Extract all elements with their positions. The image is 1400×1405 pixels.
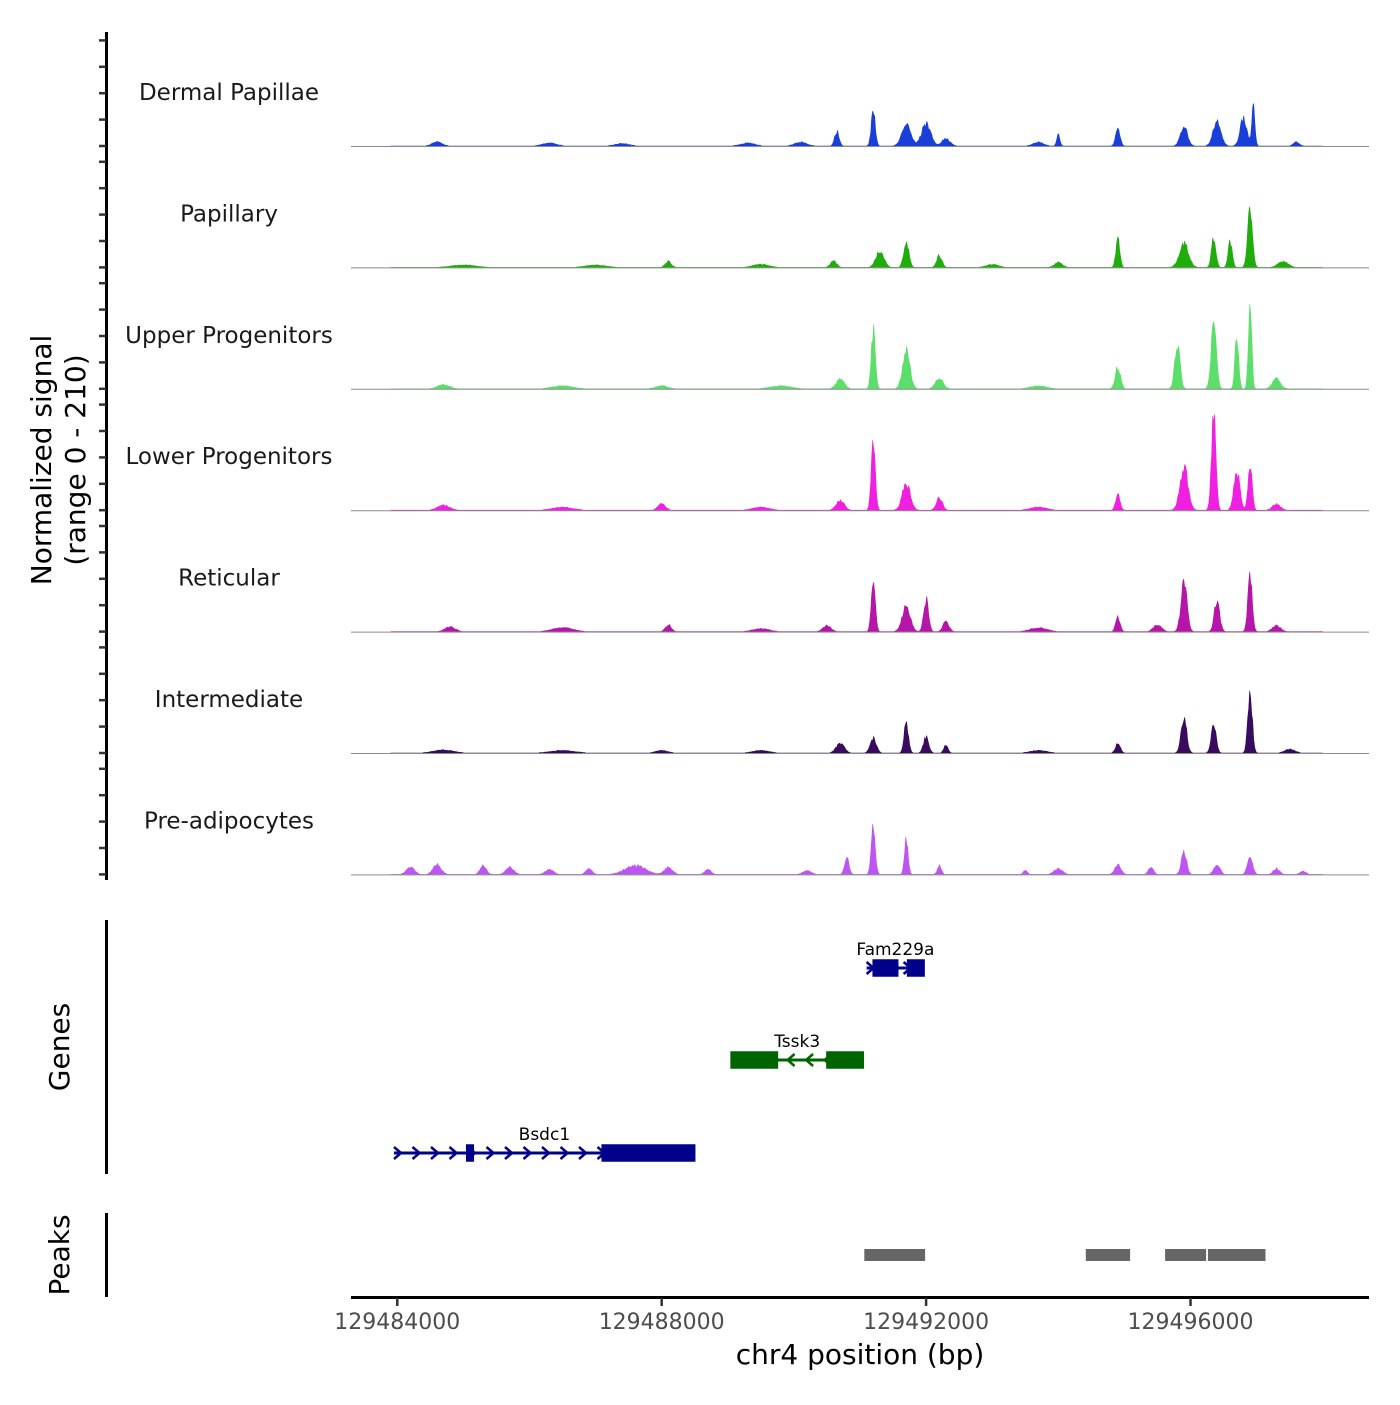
coverage-area xyxy=(390,414,1323,511)
strand-chevron xyxy=(485,1146,496,1160)
strand-chevron xyxy=(578,1146,588,1160)
track-label: Reticular xyxy=(178,566,280,592)
strand-chevron xyxy=(522,1146,533,1160)
y-axis-title-line1: Normalized signal xyxy=(25,335,58,586)
coverage-area xyxy=(390,571,1323,632)
track-label: Pre-adipocytes xyxy=(144,808,314,834)
gene-exon xyxy=(826,1051,865,1069)
peak-region xyxy=(1085,1249,1131,1261)
x-tick-label: 129492000 xyxy=(863,1310,989,1335)
gene-fam229a: Fam229a xyxy=(856,940,934,977)
genes-axis-title: Genes xyxy=(43,1003,76,1091)
track-3: Lower Progenitors xyxy=(126,414,1369,512)
coverage-area xyxy=(390,103,1323,147)
track-6: Pre-adipocytes xyxy=(144,808,1369,876)
peak-region xyxy=(864,1249,926,1261)
coverage-area xyxy=(390,823,1323,875)
coverage-area xyxy=(390,304,1323,390)
gene-exon xyxy=(601,1144,696,1162)
strand-chevron xyxy=(785,1053,796,1067)
coverage-area xyxy=(390,690,1323,754)
coverage-y-axis xyxy=(99,32,108,880)
y-axis-title-line2: (range 0 - 210) xyxy=(59,354,92,565)
gene-track: Fam229a Tssk3 Bsdc1 xyxy=(393,940,934,1162)
gene-exon xyxy=(465,1144,475,1162)
track-5: Intermediate xyxy=(155,687,1369,754)
strand-chevron xyxy=(430,1146,440,1160)
track-0: Dermal Papillae xyxy=(139,80,1369,147)
track-2: Upper Progenitors xyxy=(125,304,1369,390)
coverage-tracks: Dermal Papillae Papillary Upper Progenitor… xyxy=(125,80,1369,876)
strand-chevron xyxy=(504,1146,514,1160)
gene-tssk3: Tssk3 xyxy=(730,1032,865,1069)
gene-exon xyxy=(872,959,899,977)
gene-bsdc1: Bsdc1 xyxy=(393,1125,696,1162)
strand-chevron xyxy=(804,1053,814,1067)
strand-chevron xyxy=(393,1146,403,1160)
gene-label: Bsdc1 xyxy=(519,1125,570,1145)
track-label: Upper Progenitors xyxy=(125,323,333,349)
strand-chevron xyxy=(411,1146,422,1160)
peak-track xyxy=(864,1249,1266,1261)
track-1: Papillary xyxy=(180,201,1369,269)
strand-chevron xyxy=(541,1146,551,1160)
peak-region xyxy=(1208,1249,1266,1261)
gene-label: Fam229a xyxy=(856,940,934,960)
gene-exon xyxy=(906,959,925,977)
x-axis-ticks: 129484000 129488000 129492000 129496000 xyxy=(334,1298,1254,1335)
x-axis-title: chr4 position (bp) xyxy=(736,1338,985,1371)
peak-region xyxy=(1165,1249,1207,1261)
track-label: Lower Progenitors xyxy=(126,444,333,470)
track-label: Papillary xyxy=(180,201,278,227)
gene-exon xyxy=(730,1051,779,1069)
gene-label: Tssk3 xyxy=(773,1032,820,1052)
peaks-axis-title: Peaks xyxy=(43,1214,76,1295)
strand-chevron xyxy=(448,1146,459,1160)
x-tick-label: 129496000 xyxy=(1128,1310,1254,1335)
track-label: Dermal Papillae xyxy=(139,80,319,106)
track-4: Reticular xyxy=(178,566,1369,633)
track-label: Intermediate xyxy=(155,687,303,713)
coverage-area xyxy=(390,206,1323,268)
strand-chevron xyxy=(559,1146,570,1160)
x-tick-label: 129488000 xyxy=(599,1310,725,1335)
x-tick-label: 129484000 xyxy=(334,1310,460,1335)
